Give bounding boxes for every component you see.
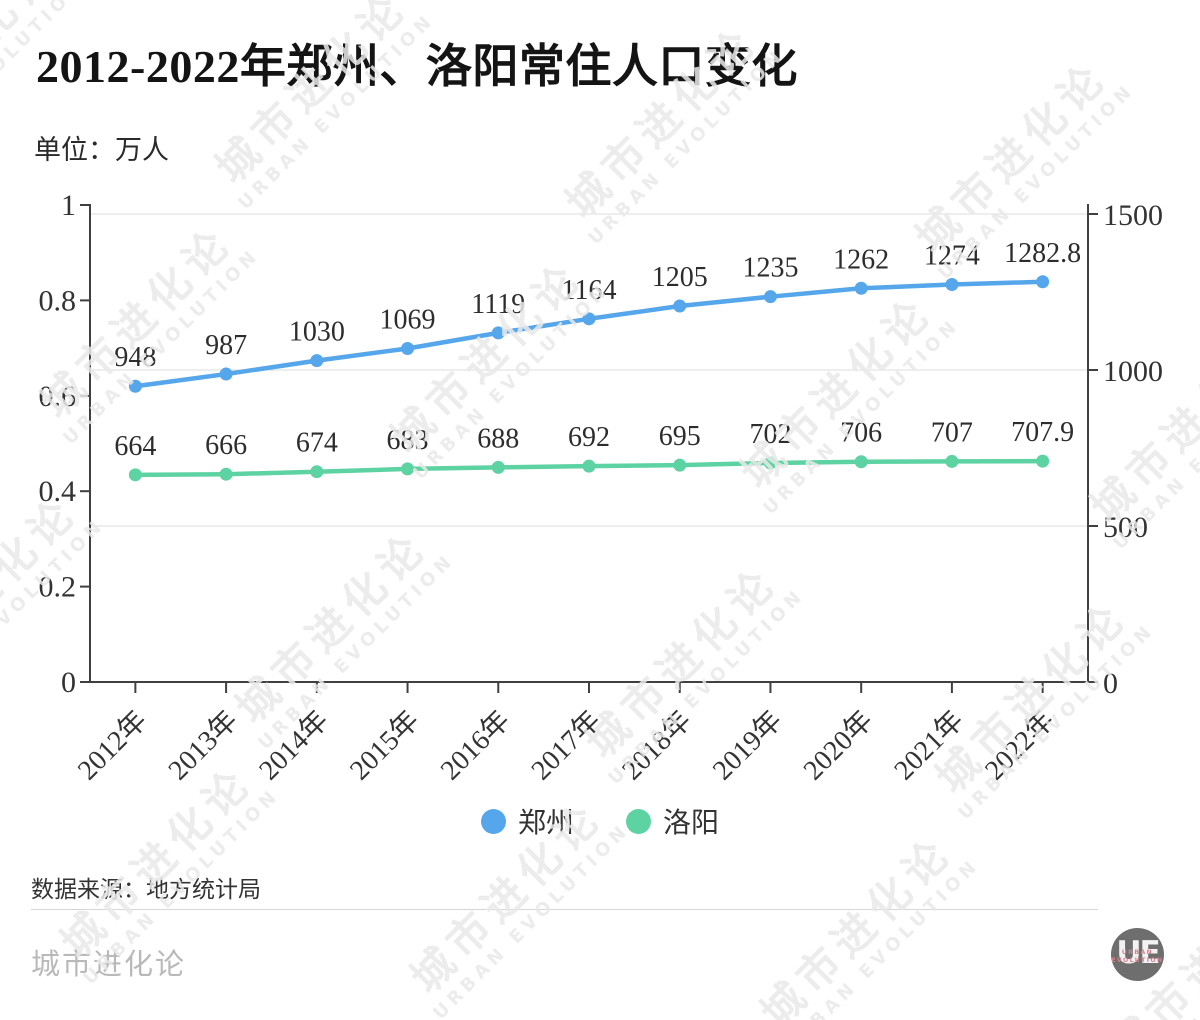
data-point-label: 1119: [471, 289, 525, 320]
data-point-label: 987: [205, 330, 247, 361]
data-point-label: 695: [659, 421, 701, 452]
data-point-label: 1282.8: [1004, 238, 1081, 269]
data-point-label: 707.9: [1011, 417, 1074, 448]
data-point-label: 1262: [833, 244, 889, 275]
left-axis-tick-label: 0.6: [39, 380, 77, 413]
left-axis-tick-label: 0.8: [39, 284, 77, 317]
x-axis-tick-label: 2014年: [253, 704, 335, 786]
logo-caption-evolution: EVOLUTION: [1111, 957, 1164, 964]
data-point: [219, 367, 233, 381]
legend-item-zhengzhou[interactable]: 郑州: [480, 801, 574, 841]
data-point: [401, 462, 415, 476]
data-point: [763, 456, 777, 470]
data-point: [219, 467, 233, 481]
data-point: [673, 458, 687, 472]
data-point: [128, 379, 142, 393]
unit-label: 单位：万人: [34, 135, 169, 165]
data-point-label: 1235: [742, 253, 798, 284]
brand-name: 城市进化论: [31, 949, 187, 981]
data-point: [1036, 275, 1050, 289]
left-axis-tick-label: 0.2: [39, 571, 77, 604]
data-point-label: 1274: [924, 241, 980, 272]
chart-legend: 郑州 洛阳: [0, 801, 1200, 841]
x-axis-tick-label: 2022年: [979, 704, 1061, 786]
data-point-label: 692: [568, 422, 610, 453]
data-point: [945, 278, 959, 292]
logo-caption-urban: URBAN: [1121, 949, 1154, 956]
data-point-label: 666: [205, 430, 247, 461]
data-point: [854, 281, 868, 295]
data-point: [1036, 454, 1050, 468]
data-point-label: 706: [840, 418, 882, 449]
x-axis-tick-label: 2016年: [434, 704, 516, 786]
data-point: [128, 468, 142, 482]
data-point: [763, 290, 777, 304]
x-axis-tick-label: 2020年: [797, 704, 879, 786]
legend-label: 郑州: [517, 808, 574, 839]
data-point-label: 1164: [562, 275, 617, 306]
x-axis-tick-label: 2018年: [616, 704, 698, 786]
right-axis-tick-label: 1000: [1103, 355, 1163, 388]
data-point: [945, 454, 959, 468]
data-point-label: 1205: [652, 262, 708, 293]
data-point: [310, 354, 324, 368]
data-point-label: 1030: [289, 317, 345, 348]
legend-label: 洛阳: [663, 808, 720, 839]
right-axis-tick-label: 0: [1103, 667, 1118, 700]
logo-initials: UE: [1116, 935, 1160, 971]
data-point-label: 674: [296, 428, 338, 459]
x-axis-tick-label: 2017年: [525, 704, 607, 786]
data-point-label: 1069: [380, 304, 436, 335]
footer-divider: [31, 909, 1098, 910]
data-point: [582, 459, 596, 473]
page-title: 2012-2022年郑州、洛阳常住人口变化: [36, 41, 798, 92]
luoyang-series-dot: [626, 808, 651, 834]
urban-evolution-logo: UE URBAN EVOLUTION: [1111, 928, 1164, 981]
right-axis-tick-label: 1500: [1103, 199, 1163, 232]
data-point-label: 664: [114, 431, 156, 462]
data-point: [491, 460, 505, 474]
x-axis-tick-label: 2019年: [706, 704, 788, 786]
data-point: [582, 312, 596, 326]
data-point-label: 688: [477, 423, 519, 454]
left-axis-tick-label: 1: [61, 189, 76, 222]
x-axis-tick-label: 2021年: [888, 704, 970, 786]
data-point-label: 707: [931, 417, 973, 448]
data-point: [401, 341, 415, 355]
left-axis-tick-label: 0: [61, 666, 76, 699]
data-point-label: 948: [114, 342, 156, 373]
data-point: [310, 465, 324, 479]
data-point-label: 683: [387, 425, 429, 456]
data-source-label: 数据来源：地方统计局: [31, 877, 261, 902]
legend-item-luoyang[interactable]: 洛阳: [626, 801, 719, 841]
left-axis-tick-label: 0.4: [39, 475, 77, 508]
x-axis-tick-label: 2013年: [162, 704, 244, 786]
x-axis-tick-label: 2015年: [343, 704, 425, 786]
zhengzhou-series-dot: [480, 808, 506, 834]
x-axis-tick-label: 2012年: [71, 704, 153, 786]
data-point: [854, 455, 868, 469]
data-point-label: 702: [749, 419, 791, 450]
data-point: [673, 299, 687, 313]
data-point: [491, 326, 505, 340]
right-axis-tick-label: 500: [1103, 511, 1148, 544]
